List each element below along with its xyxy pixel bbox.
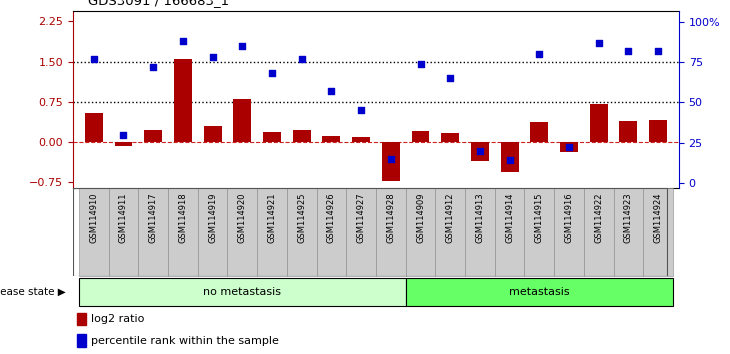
Text: GSM114926: GSM114926 xyxy=(327,192,336,243)
Bar xyxy=(524,188,554,276)
Bar xyxy=(323,136,340,142)
Text: GSM114925: GSM114925 xyxy=(297,192,306,242)
Point xyxy=(207,55,218,60)
Point xyxy=(415,61,426,67)
Text: GSM114919: GSM114919 xyxy=(208,192,217,242)
Bar xyxy=(77,313,85,325)
Text: GSM114921: GSM114921 xyxy=(267,192,277,242)
Bar xyxy=(174,59,192,142)
Bar xyxy=(145,130,162,142)
Text: GSM114914: GSM114914 xyxy=(505,192,514,242)
Bar xyxy=(465,188,495,276)
Text: GSM114911: GSM114911 xyxy=(119,192,128,242)
Bar xyxy=(406,278,673,306)
Text: GSM114920: GSM114920 xyxy=(238,192,247,242)
Point xyxy=(385,156,396,161)
Text: GSM114916: GSM114916 xyxy=(564,192,574,243)
Bar xyxy=(584,188,613,276)
Bar xyxy=(234,99,251,142)
Point xyxy=(445,75,456,81)
Bar xyxy=(85,113,103,142)
Bar xyxy=(590,104,607,142)
Bar xyxy=(531,122,548,142)
Bar xyxy=(471,142,489,161)
Text: GSM114923: GSM114923 xyxy=(624,192,633,243)
Bar xyxy=(560,142,578,152)
Text: GSM114915: GSM114915 xyxy=(535,192,544,242)
Bar xyxy=(79,278,406,306)
Bar xyxy=(263,132,281,142)
Bar xyxy=(79,188,109,276)
Bar xyxy=(620,121,637,142)
Text: GSM114928: GSM114928 xyxy=(386,192,396,243)
Text: GSM114924: GSM114924 xyxy=(653,192,663,242)
Text: GSM114913: GSM114913 xyxy=(475,192,485,243)
Bar xyxy=(613,188,643,276)
Point xyxy=(474,148,485,153)
Bar xyxy=(228,188,257,276)
Point xyxy=(147,64,159,70)
Bar xyxy=(643,188,673,276)
Bar xyxy=(198,188,228,276)
Text: metastasis: metastasis xyxy=(509,287,569,297)
Point xyxy=(563,144,575,150)
Text: GSM114927: GSM114927 xyxy=(356,192,366,243)
Bar xyxy=(495,188,524,276)
Bar xyxy=(317,188,346,276)
Bar xyxy=(352,137,370,142)
Point xyxy=(88,56,99,62)
Text: disease state ▶: disease state ▶ xyxy=(0,287,66,297)
Text: GSM114909: GSM114909 xyxy=(416,192,425,242)
Point xyxy=(237,43,248,49)
Text: percentile rank within the sample: percentile rank within the sample xyxy=(91,336,279,346)
Bar xyxy=(168,188,198,276)
Bar xyxy=(115,142,132,146)
Point xyxy=(266,70,278,76)
Point xyxy=(118,132,129,137)
Bar xyxy=(376,188,406,276)
Text: GSM114922: GSM114922 xyxy=(594,192,603,242)
Text: no metastasis: no metastasis xyxy=(203,287,281,297)
Text: GDS3091 / 166683_1: GDS3091 / 166683_1 xyxy=(88,0,228,7)
Bar xyxy=(77,334,85,347)
Point xyxy=(504,158,515,163)
Bar xyxy=(435,188,465,276)
Text: GSM114912: GSM114912 xyxy=(446,192,455,242)
Bar xyxy=(109,188,139,276)
Bar xyxy=(501,142,518,172)
Bar xyxy=(287,188,317,276)
Point xyxy=(593,40,604,46)
Point xyxy=(653,48,664,54)
Bar xyxy=(382,142,400,181)
Text: GSM114917: GSM114917 xyxy=(149,192,158,243)
Bar xyxy=(554,188,584,276)
Bar xyxy=(293,130,310,142)
Point xyxy=(177,38,189,44)
Bar xyxy=(412,131,429,142)
Bar xyxy=(204,126,221,142)
Text: GSM114910: GSM114910 xyxy=(89,192,99,242)
Bar xyxy=(406,188,435,276)
Bar xyxy=(649,120,667,142)
Text: GSM114918: GSM114918 xyxy=(178,192,188,243)
Point xyxy=(356,108,367,113)
Bar xyxy=(139,188,168,276)
Bar xyxy=(346,188,376,276)
Bar xyxy=(442,133,459,142)
Point xyxy=(296,56,307,62)
Bar xyxy=(257,188,287,276)
Point xyxy=(326,88,337,94)
Point xyxy=(534,51,545,57)
Point xyxy=(623,48,634,54)
Text: log2 ratio: log2 ratio xyxy=(91,314,145,324)
